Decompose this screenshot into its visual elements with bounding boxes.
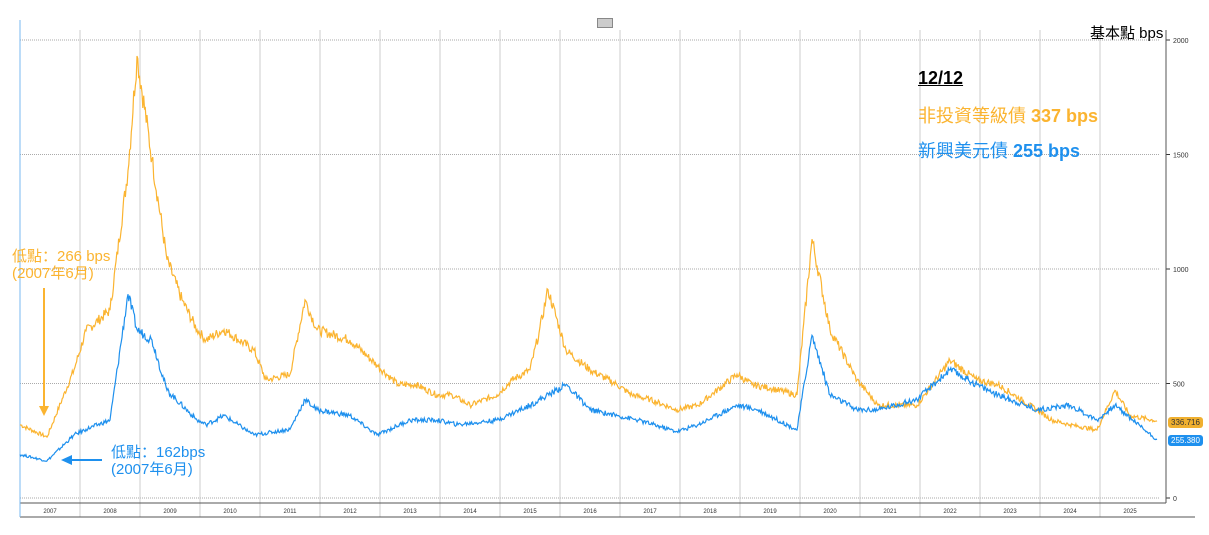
y-tick-label: 1000 [1173,267,1189,274]
em-low-annotation: 低點：162bps (2007年6月) [111,444,205,478]
series-line-high-yield [19,55,1158,439]
x-tick-label: 2019 [763,509,777,515]
x-tick-label: 2010 [223,509,237,515]
hy-low-annotation: 低點：266 bps (2007年6月) [12,248,110,282]
hy-last-value-tag: 336.716 [1168,417,1203,428]
x-tick-label: 2013 [403,509,417,515]
x-tick-label: 2008 [103,509,117,515]
x-tick-label: 2012 [343,509,357,515]
date-label: 12/12 [918,68,964,88]
y-tick-label: 2000 [1173,38,1189,45]
x-tick-label: 2025 [1123,509,1137,515]
legend-em-debt: 新興美元債 255 bps [918,137,1080,163]
legend-hy-value: 337 bps [1031,106,1099,126]
hy-low-line2: (2007年6月) [12,265,94,282]
y-tick-label: 1500 [1173,153,1189,160]
x-tick-label: 2023 [1003,509,1017,515]
series-line-em-debt [19,294,1158,463]
x-tick-label: 2009 [163,509,177,515]
x-tick-label: 2016 [583,509,597,515]
x-tick-label: 2014 [463,509,477,515]
x-tick-label: 2017 [643,509,657,515]
hy-arrow-head-icon [39,406,49,416]
x-tick-label: 2024 [1063,509,1077,515]
y-tick-label: 500 [1173,382,1185,389]
em-arrow-head-icon [61,455,72,465]
legend-em-value: 255 bps [1013,141,1081,161]
em-low-line1: 低點：162bps [111,444,206,461]
x-tick-label: 2018 [703,509,717,515]
x-tick-label: 2015 [523,509,537,515]
legend-hy-name: 非投資等級債 [918,106,1026,126]
em-low-line2: (2007年6月) [111,461,193,478]
x-tick-label: 2011 [284,509,298,515]
y-tick-label: 0 [1173,496,1177,503]
legend-high-yield: 非投資等級債 337 bps [918,102,1098,128]
drag-handle[interactable] [597,18,613,28]
em-last-value-tag: 255.380 [1168,435,1203,446]
x-tick-label: 2022 [943,509,957,515]
hy-low-line1: 低點：266 bps [12,248,111,265]
legend-em-name: 新興美元債 [918,141,1008,161]
x-tick-label: 2021 [883,509,897,515]
x-tick-label: 2020 [823,509,837,515]
x-tick-label: 2007 [43,509,57,515]
unit-label: 基本點 bps [1090,25,1164,42]
